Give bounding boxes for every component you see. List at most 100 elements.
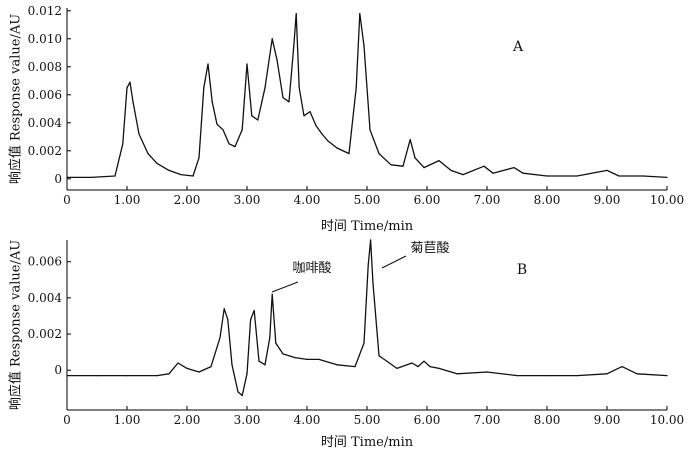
x-tick-label: 3.00	[234, 413, 261, 427]
x-tick-label: 0	[63, 413, 71, 427]
data-point	[315, 125, 317, 127]
data-point	[309, 111, 311, 113]
data-point	[271, 293, 273, 295]
x-tick-label: 9.00	[594, 413, 621, 427]
peak-annotation: 菊苣酸	[410, 241, 449, 256]
data-point	[271, 38, 273, 40]
data-point	[227, 319, 229, 321]
data-point	[258, 360, 260, 362]
data-point	[147, 153, 149, 155]
y-tick-label: 0.002	[28, 144, 62, 158]
data-point	[293, 45, 295, 47]
data-point	[198, 371, 200, 373]
x-tick-label: 3.00	[234, 193, 261, 207]
data-point	[636, 373, 638, 375]
data-point	[246, 63, 248, 65]
data-point	[241, 394, 243, 397]
x-tick-label: 1.00	[114, 193, 141, 207]
data-point	[423, 360, 425, 362]
x-tick-label: 1.00	[114, 413, 141, 427]
data-point	[203, 87, 205, 89]
data-point	[234, 146, 236, 148]
y-tick-label: 0.006	[28, 255, 62, 269]
data-point	[438, 160, 440, 162]
peak-annotation: 咖啡酸	[292, 261, 331, 276]
x-tick-label: 7.00	[474, 193, 501, 207]
data-point	[516, 375, 518, 377]
data-point	[298, 87, 300, 89]
data-point	[168, 373, 170, 375]
chromatogram-trace	[67, 12, 668, 179]
chart-panel-b: 0 1.00 2.00 3.00 4.00 5.00 6.00 7.00 8.00 9.00 10.…	[8, 239, 684, 450]
y-tick-label: 0.002	[28, 327, 62, 341]
data-point	[355, 87, 357, 89]
data-point	[303, 115, 305, 117]
data-point	[250, 319, 252, 321]
data-point	[372, 282, 374, 284]
data-point	[576, 175, 578, 177]
data-point	[207, 63, 209, 65]
data-point	[438, 367, 440, 369]
y-axis-label: 响应值 Response value/AU	[8, 14, 24, 184]
panel-label: A	[512, 39, 524, 55]
y-tick-label: 0.008	[28, 60, 62, 74]
x-tick-label: 6.00	[414, 193, 441, 207]
data-point	[378, 153, 380, 155]
y-tick-label: 0.006	[28, 88, 62, 102]
data-point	[522, 172, 524, 174]
data-point	[126, 375, 128, 377]
x-axis-label: 时间 Time/min	[321, 435, 414, 450]
y-tick-label: 0	[54, 363, 62, 377]
data-point	[114, 175, 116, 177]
data-point	[294, 357, 296, 359]
data-point	[492, 172, 494, 174]
data-point	[327, 140, 329, 142]
y-tick-label: 0.012	[28, 4, 62, 18]
data-point	[369, 129, 371, 131]
x-axis-label: 时间 Time/min	[321, 219, 414, 234]
y-tick-label: 0.004	[28, 116, 63, 130]
data-point	[129, 81, 131, 83]
data-point	[264, 87, 266, 89]
data-point	[546, 375, 548, 377]
annotation-leader-line	[381, 255, 407, 269]
data-point	[359, 13, 361, 15]
panel-label: B	[517, 262, 527, 278]
data-point	[219, 337, 221, 339]
data-point	[666, 375, 668, 377]
x-tick-label: 9.00	[594, 193, 621, 207]
data-point	[336, 364, 338, 366]
x-tick-label: 10.00	[650, 413, 684, 427]
data-point	[216, 123, 218, 125]
data-point	[462, 174, 464, 176]
x-tick-label: 8.00	[534, 413, 561, 427]
data-point	[66, 176, 68, 178]
chart-panel-a: 0 1.00 2.00 3.00 4.00 5.00 6.00 7.00 8.00 9.00 10.…	[8, 4, 685, 234]
data-point	[336, 147, 338, 149]
data-point	[253, 309, 255, 312]
data-point	[618, 175, 620, 177]
data-point	[223, 308, 225, 310]
data-point	[483, 165, 485, 167]
data-point	[321, 133, 323, 135]
data-point	[177, 362, 179, 364]
data-point	[66, 375, 68, 377]
data-point	[246, 373, 248, 375]
data-point	[186, 367, 188, 369]
data-point	[666, 176, 668, 178]
data-point	[96, 375, 98, 377]
data-point	[231, 364, 233, 366]
data-point	[264, 364, 266, 366]
data-point	[402, 165, 404, 167]
data-point	[228, 143, 230, 145]
x-tick-label: 5.00	[354, 413, 381, 427]
data-point	[198, 157, 200, 159]
data-point	[411, 362, 413, 364]
data-point	[138, 133, 140, 135]
data-point	[306, 358, 308, 360]
data-point	[168, 169, 170, 171]
data-point	[354, 366, 356, 368]
data-point	[414, 157, 416, 159]
data-point	[367, 264, 369, 266]
